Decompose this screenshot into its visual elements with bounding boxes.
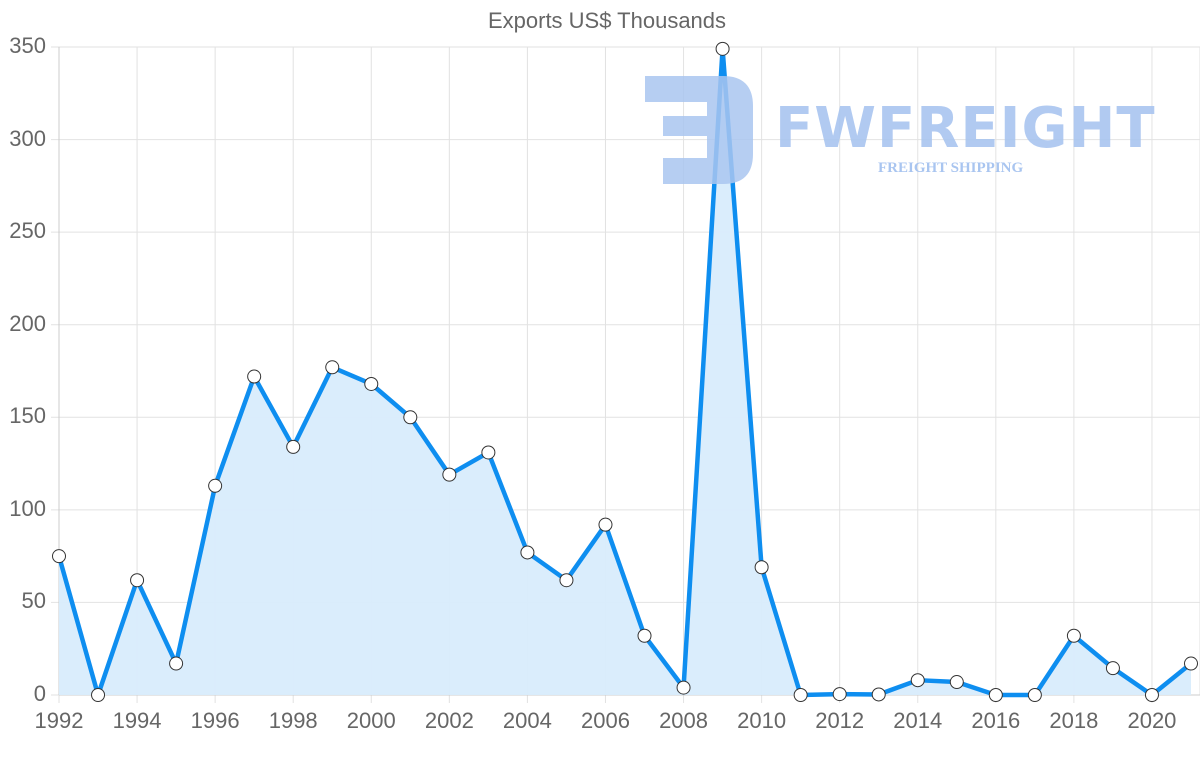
x-tick-label: 2018 [1049,708,1099,733]
y-tick-label: 0 [33,681,46,706]
y-tick-label: 200 [9,310,46,336]
data-point[interactable] [793,688,808,702]
data-point[interactable] [637,628,652,643]
x-tick-label: 2020 [1127,708,1177,733]
data-point[interactable] [1027,688,1042,702]
data-point[interactable] [169,656,184,671]
x-tick-label: 2012 [815,708,865,733]
data-point[interactable] [754,560,769,575]
data-point[interactable] [988,688,1003,702]
data-point[interactable] [598,517,613,532]
y-tick-label: 50 [21,588,46,614]
data-point[interactable] [52,549,66,564]
x-tick-label: 1998 [268,708,318,733]
data-point[interactable] [1066,628,1081,643]
x-tick-label: 2006 [580,708,630,733]
x-tick-label: 1992 [34,708,84,733]
x-tick-label: 2010 [737,708,787,733]
x-tick-label: 1994 [112,708,162,733]
data-point[interactable] [910,673,925,688]
data-point[interactable] [130,573,145,588]
data-point[interactable] [208,478,223,493]
data-point[interactable] [676,680,691,695]
y-tick-label: 250 [9,218,46,244]
data-point[interactable] [1144,688,1159,702]
data-point[interactable] [325,360,340,375]
data-point[interactable] [247,369,262,384]
chart-title: Exports US$ Thousands [487,8,727,33]
data-point[interactable] [403,410,418,425]
data-point[interactable] [364,376,379,391]
y-tick-label: 100 [9,495,46,521]
y-tick-label: 300 [9,125,46,151]
data-point[interactable] [871,687,886,702]
x-tick-label: 1996 [190,708,240,733]
data-point[interactable] [481,445,496,460]
x-tick-label: 2008 [659,708,709,733]
data-point[interactable] [1184,656,1198,671]
data-point[interactable] [949,675,964,690]
data-point[interactable] [91,688,106,702]
data-point[interactable] [559,573,574,588]
data-point[interactable] [1105,661,1120,676]
x-tick-label: 2000 [346,708,396,733]
area-fill [59,48,1191,695]
data-point[interactable] [832,687,847,702]
y-tick-label: 350 [9,33,46,58]
y-tick-label: 150 [9,403,46,429]
data-point[interactable] [442,467,457,482]
x-tick-label: 2004 [502,708,552,733]
data-point[interactable] [286,439,301,454]
x-tick-label: 2016 [971,708,1021,733]
data-point[interactable] [520,545,535,560]
data-point[interactable] [715,41,730,56]
x-tick-label: 2002 [424,708,474,733]
x-tick-label: 2014 [893,708,943,733]
